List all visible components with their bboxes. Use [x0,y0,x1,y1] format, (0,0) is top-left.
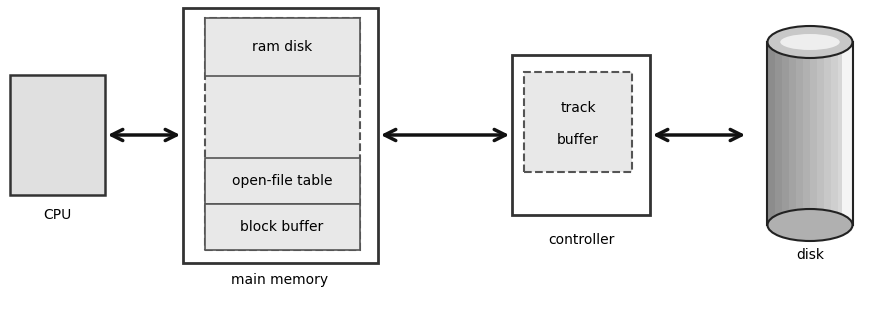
Text: block buffer: block buffer [240,220,324,234]
Bar [831,42,838,225]
Bar [766,42,774,225]
Bar [816,42,824,225]
Bar [824,42,831,225]
Bar [774,42,781,225]
Ellipse shape [766,26,852,58]
Bar [204,204,360,250]
Ellipse shape [766,209,852,241]
Bar [838,42,845,225]
Bar [10,75,105,195]
Bar [204,158,360,204]
Bar [511,55,649,215]
Bar [781,42,788,225]
Bar [802,42,809,225]
Ellipse shape [780,34,838,50]
Text: main memory: main memory [232,273,328,287]
Bar [524,72,631,172]
Bar [845,42,852,225]
Bar [788,42,795,225]
Bar [204,18,360,76]
Text: controller: controller [547,233,614,247]
Text: ram disk: ram disk [252,40,311,54]
Text: disk: disk [795,248,823,262]
Text: track: track [560,101,595,115]
Bar [841,42,852,225]
Bar [182,8,378,263]
Bar [766,42,852,225]
Bar [809,42,816,225]
Text: CPU: CPU [43,208,71,222]
Text: open-file table: open-file table [232,174,332,188]
Text: buffer: buffer [556,133,598,147]
Bar [204,18,360,250]
Bar [795,42,802,225]
